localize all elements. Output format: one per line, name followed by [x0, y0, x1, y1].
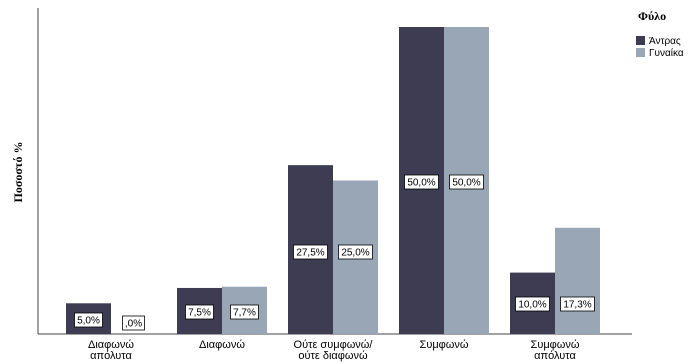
x-tick-label-2-1: ούτε διαφωνώ [298, 350, 368, 362]
data-label-men-0: 5,0% [77, 316, 100, 327]
data-label-women-2: 25,0% [341, 248, 369, 259]
x-tick-label-4-0: Συμφωνώ [531, 339, 580, 351]
x-tick-label-2-0: Ούτε συμφωνώ/ [294, 339, 374, 351]
data-label-men-3: 50,0% [407, 178, 435, 189]
bars-group: 5,0% ,0% 7,5% 7,7% 27,5% 25,0% 50,0% 50,0% 10,0%… [66, 27, 600, 334]
data-label-box-men-3 [404, 174, 439, 190]
y-axis-label: Ποσοστό % [11, 142, 25, 203]
data-label-box-women-2 [338, 244, 373, 260]
data-label-box-men-0 [74, 312, 103, 328]
legend-title: Φύλο [638, 9, 666, 23]
data-label-box-men-1 [185, 304, 214, 320]
bar-women-4 [555, 227, 600, 334]
data-label-women-0: ,0% [125, 319, 142, 330]
legend-swatch-women [636, 48, 645, 57]
data-label-box-men-4 [515, 296, 550, 312]
x-tick-label-1-0: Διαφωνώ [199, 339, 245, 351]
x-tick-label-3-0: Συμφωνώ [420, 339, 469, 351]
x-tick-label-0-0: Διαφωνώ [88, 339, 134, 351]
x-tick-label-0-1: απόλυτα [90, 350, 132, 362]
data-label-men-4: 10,0% [518, 300, 546, 311]
data-label-box-women-0 [122, 315, 145, 331]
data-label-box-men-2 [293, 244, 328, 260]
legend-swatch-men [636, 36, 645, 45]
data-label-women-1: 7,7% [233, 308, 256, 319]
x-tick-label-4-1: απόλυτα [534, 350, 576, 362]
legend-label-men: Άντρας [649, 36, 681, 47]
legend: Φύλο Άντρας Γυναίκα [636, 9, 684, 59]
legend-label-women: Γυναίκα [649, 47, 684, 59]
data-label-box-women-1 [230, 304, 259, 320]
data-label-box-women-4 [560, 296, 595, 312]
data-label-women-3: 50,0% [452, 178, 480, 189]
data-label-men-1: 7,5% [188, 308, 211, 319]
data-label-men-2: 27,5% [296, 248, 324, 259]
data-label-box-women-3 [449, 174, 484, 190]
data-label-women-4: 17,3% [563, 300, 591, 311]
